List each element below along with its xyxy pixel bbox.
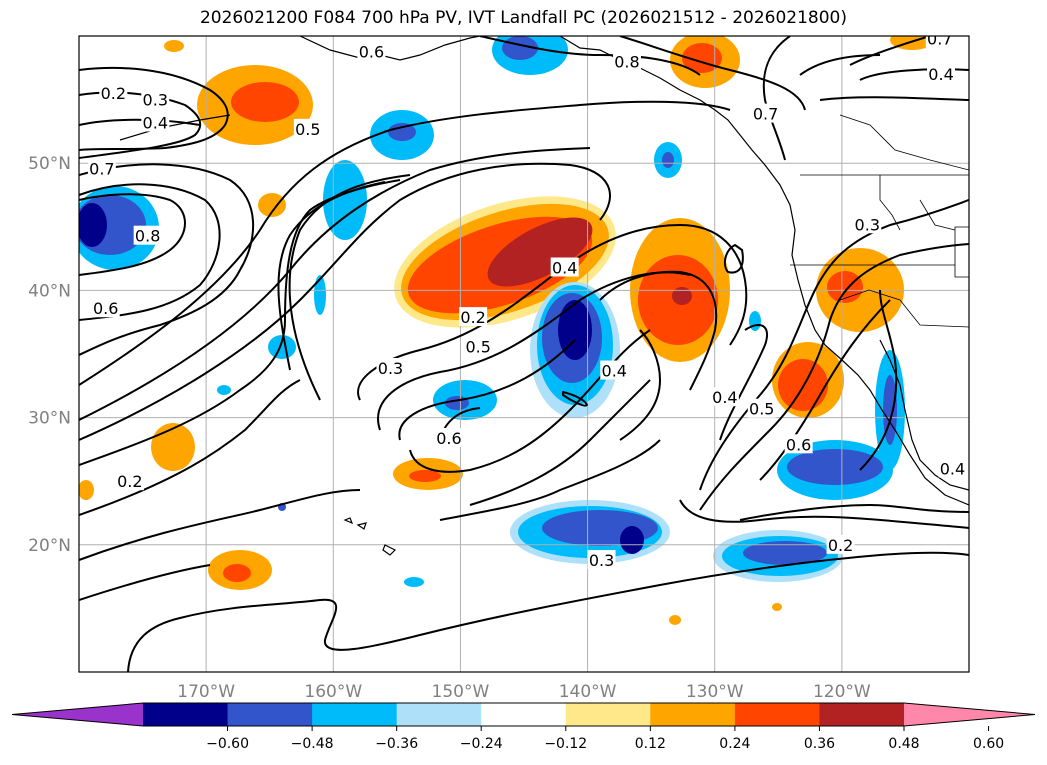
colorbar-tick-label: −0.24 (460, 736, 503, 752)
axis-labels: 170°W 160°W 150°W 140°W 130°W 120°W 20°N 30°N 40… (28, 154, 871, 702)
contour-label-halo (133, 225, 162, 245)
colorbar-tick-label: 0.24 (719, 736, 750, 752)
colorbar-segment (481, 703, 567, 726)
contour-label: 0.6 (786, 435, 811, 454)
contour-label-halo (141, 89, 170, 109)
colorbar-segment (312, 703, 398, 726)
contour-label-halo (91, 298, 120, 318)
contour-label-halo (938, 458, 967, 478)
contour-label: 0.8 (135, 227, 160, 246)
map-title: 2026021200 F084 700 hPa PV, IVT Landfall… (199, 8, 847, 28)
contour-label-halo (87, 158, 116, 178)
contour-label: 0.7 (89, 159, 114, 178)
lat-tick-label: 20°N (28, 536, 71, 556)
colorbar-outline (11, 702, 1036, 727)
contour-label-halo (376, 357, 405, 377)
contour-label: 0.2 (828, 536, 853, 555)
contour-label-halo (293, 118, 322, 138)
lon-tick-label: 140°W (559, 682, 617, 702)
contour-labels: 0.2 0.3 0.4 0.5 0.7 0.8 0.6 0.2 0.6 0.8 0.7 0.4 0.7 0… (89, 30, 965, 570)
colorbar-segment (396, 703, 482, 726)
contour-label-halo (784, 434, 813, 454)
colorbar: −0.60 −0.48 −0.36 −0.24 −0.12 0.12 0.24 0.36 0.4… (11, 702, 1036, 752)
contour-label: 0.7 (927, 30, 952, 49)
coastline (119, 36, 969, 556)
contour-label: 0.3 (378, 359, 403, 378)
contour-label-halo (826, 534, 855, 554)
contour-label-halos (87, 36, 967, 570)
contour-label-halo (612, 51, 641, 71)
lon-tick-label: 120°W (813, 682, 871, 702)
lon-tick-label: 130°W (686, 682, 744, 702)
contour-label-halo (99, 83, 128, 103)
contour-label-halo (357, 41, 386, 61)
contour-label: 0.6 (436, 429, 461, 448)
lon-tick-label: 170°W (177, 682, 235, 702)
colorbar-segment (565, 703, 651, 726)
colorbar-segment (650, 703, 736, 726)
contour-label-halo (115, 471, 144, 491)
pv-positive-shading (79, 36, 934, 625)
contour-label: 0.8 (614, 52, 639, 71)
contour-label: 0.5 (749, 400, 774, 419)
contour-label: 0.4 (143, 113, 168, 132)
colorbar-tick-label: 0.36 (804, 736, 835, 752)
lat-tick-label: 40°N (28, 281, 71, 301)
pv-negative-shading (79, 36, 905, 587)
lon-tick-label: 160°W (304, 682, 362, 702)
contour-label-halo (747, 398, 776, 418)
colorbar-segment (819, 703, 905, 726)
contour-label-halo (600, 360, 629, 380)
contour-label: 0.3 (589, 551, 614, 570)
colorbar-tick-label: 0.48 (888, 736, 919, 752)
colorbar-tick-label: −0.60 (206, 736, 249, 752)
lat-tick-label: 50°N (28, 154, 71, 174)
contour-label: 0.4 (940, 459, 965, 478)
contour-label-halo (925, 36, 954, 48)
map-area: 0.2 0.3 0.4 0.5 0.7 0.8 0.6 0.2 0.6 0.8 0.7 0.4 0.7 0… (79, 30, 969, 672)
contour-label-halo (587, 550, 616, 570)
contour-label: 0.6 (93, 299, 118, 318)
contour-label-halo (459, 307, 488, 327)
contour-label-halo (141, 112, 170, 132)
contour-label: 0.7 (753, 105, 778, 124)
contour-label-halo (434, 427, 463, 447)
contour-label: 0.6 (359, 42, 384, 61)
contour-label: 0.2 (460, 308, 485, 327)
lat-tick-label: 30°N (28, 409, 71, 429)
colorbar-tick-label: 0.12 (635, 736, 666, 752)
lon-tick-label: 150°W (432, 682, 490, 702)
contour-label: 0.2 (101, 84, 126, 103)
contour-label-halo (710, 387, 739, 407)
colorbar-tick-label: −0.36 (375, 736, 418, 752)
colorbar-tick-label: −0.48 (291, 736, 334, 752)
contour-label: 0.3 (855, 215, 880, 234)
colorbar-segment (734, 703, 820, 726)
contour-label-halo (751, 103, 780, 123)
contour-label: 0.4 (552, 259, 577, 278)
map-frame (78, 35, 970, 673)
contour-label-halo (853, 214, 882, 234)
colorbar-extend-high (904, 703, 1035, 726)
contour-label: 0.4 (602, 362, 627, 381)
colorbar-segment (227, 703, 313, 726)
contour-label: 0.4 (712, 388, 737, 407)
contour-label: 0.3 (143, 91, 168, 110)
contour-label: 0.5 (466, 337, 491, 356)
colorbar-tick-label: −0.12 (544, 736, 587, 752)
contour-label-halo (550, 257, 579, 277)
contour-label-halo (464, 336, 493, 356)
colorbar-tick-label: 0.60 (973, 736, 1004, 752)
contour-label: 0.4 (928, 65, 953, 84)
colorbar-segment (143, 703, 229, 726)
contour-label: 0.2 (117, 472, 142, 491)
contour-label-halo (927, 64, 956, 84)
colorbar-extend-low (12, 703, 143, 726)
contour-label: 0.5 (295, 120, 320, 139)
